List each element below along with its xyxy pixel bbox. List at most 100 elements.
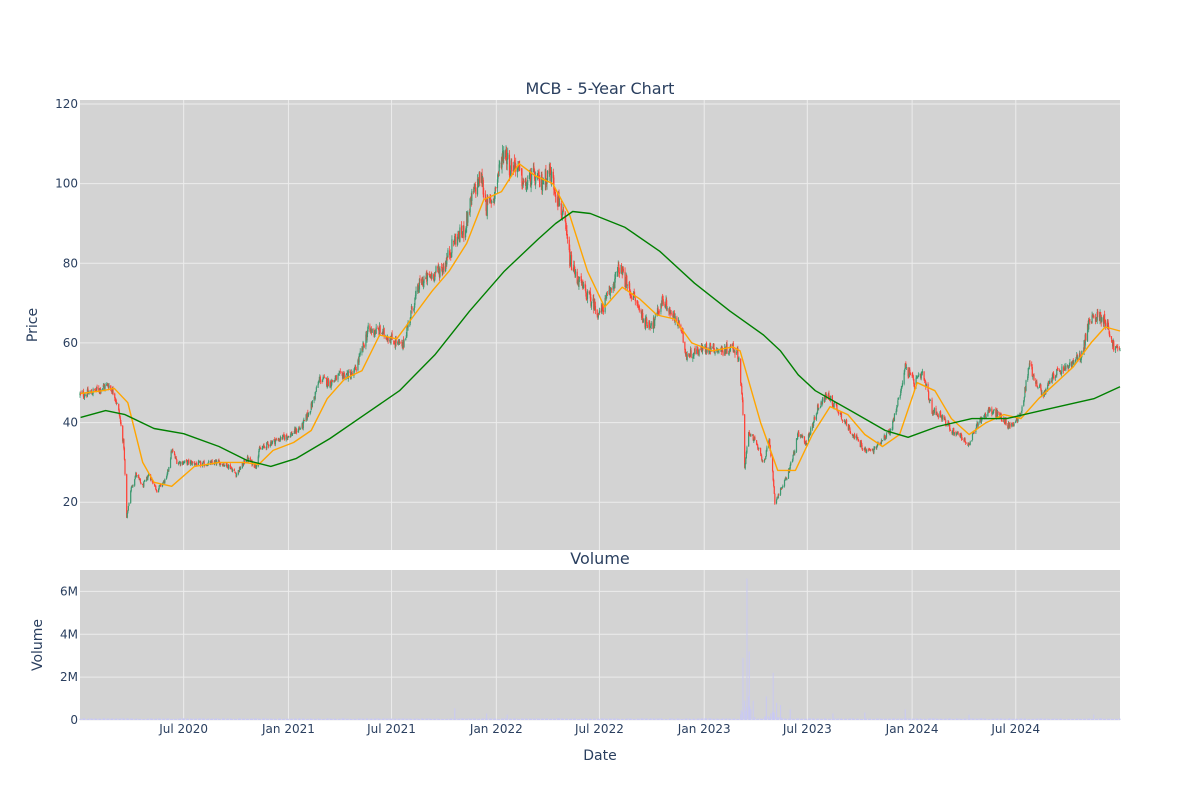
volume-bar [645,719,647,720]
volume-bar [314,718,316,720]
volume-bar [82,718,84,720]
candle-body [728,350,730,353]
volume-bar [964,718,966,720]
volume-bar [254,719,256,720]
volume-bar [1009,718,1011,720]
candle-body [748,432,750,435]
candle-body [584,283,586,288]
candle-body [741,393,743,400]
candle-body [279,439,281,441]
volume-bar [904,718,906,720]
candle-body [496,179,499,189]
volume-bar [261,719,263,720]
candle-body [737,359,740,361]
volume-bar [1019,718,1021,720]
volume-bar [425,718,427,720]
candle-body [636,302,639,304]
volume-bar [928,718,930,720]
candle-body [192,461,194,463]
volume-bar [621,718,623,720]
volume-bar [415,718,417,720]
candle-body [951,432,954,434]
volume-bar [593,718,595,720]
candle-body [621,266,623,273]
volume-bar [1102,718,1104,720]
candle-body [924,380,926,382]
volume-bar [1072,718,1074,720]
volume-bar [437,718,439,720]
volume-bar [247,718,249,720]
volume-bar [924,719,926,720]
volume-bar [198,719,200,720]
volume-bar [936,718,938,720]
volume-bar [704,718,706,720]
candle-body [397,341,399,345]
candle-body [980,418,983,422]
volume-bar [725,718,727,720]
volume-bar [947,718,949,720]
volume-bar [813,718,815,720]
candle-body [566,230,568,236]
candle-body [139,479,141,483]
volume-bar [720,718,722,720]
candle-body [359,351,361,355]
volume-bar [183,718,185,720]
volume-bar [518,719,520,720]
candle-body [646,324,648,329]
volume-bar [662,719,664,720]
candle-body [646,318,648,324]
volume-bar [86,719,88,720]
volume-bar [805,718,807,720]
volume-bar [258,719,260,720]
candle-body [127,506,130,511]
volume-bar [159,718,161,720]
candle-body [361,348,363,353]
volume-bar [155,719,157,720]
volume-bar [478,718,480,720]
volume-bar [375,718,377,720]
candle-body [734,350,736,355]
volume-bar [479,719,481,720]
candle-body [233,469,235,471]
volume-bar [486,713,488,720]
candle-body [115,401,118,404]
volume-bar [1027,718,1029,720]
volume-bar [549,718,551,720]
volume-bar [1012,719,1014,720]
candle-body [590,297,592,306]
volume-bar [1089,718,1091,720]
volume-bar [438,719,440,720]
candle-body [254,467,256,469]
volume-bar [829,719,831,720]
candle-body [554,194,557,197]
volume-bar [1080,719,1082,720]
volume-bar [1115,718,1117,720]
volume-bar [960,719,962,720]
volume-bar [426,718,428,720]
volume-bar [794,719,796,720]
volume-bar [740,714,742,720]
candle-body [1086,324,1089,342]
volume-bar [613,719,615,720]
volume-bar [483,718,485,720]
volume-bar [749,717,751,720]
volume-bar [369,718,371,720]
volume-bar [1027,719,1029,720]
candle-body [638,305,640,311]
volume-bar [620,719,622,720]
volume-bar [913,718,915,720]
candle-body [696,348,698,351]
volume-bar [1084,718,1086,720]
volume-bar [921,719,923,720]
volume-bar [1072,718,1074,720]
volume-bar [326,718,328,720]
candle-body [218,460,220,462]
candle-body [901,385,903,389]
volume-bar [594,718,596,720]
candle-body [924,379,926,381]
candle-body [729,345,732,352]
volume-bar [521,719,523,720]
volume-bar [722,718,724,720]
candle-body [175,457,177,458]
candle-body [884,437,886,439]
